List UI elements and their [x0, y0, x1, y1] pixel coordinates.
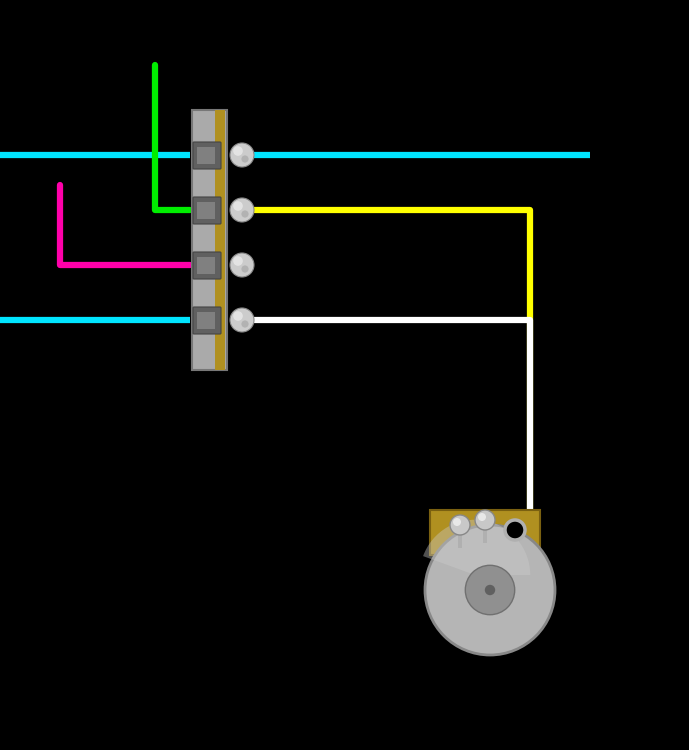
Circle shape [475, 510, 495, 530]
Bar [430, 510, 540, 555]
Circle shape [230, 308, 254, 332]
Bar [483, 528, 487, 543]
Bar [197, 147, 215, 164]
Bar [192, 110, 227, 370]
Circle shape [465, 566, 515, 615]
FancyBboxPatch shape [193, 252, 221, 279]
FancyBboxPatch shape [193, 307, 221, 334]
Circle shape [230, 253, 254, 277]
Bar [215, 110, 225, 370]
FancyBboxPatch shape [193, 142, 221, 169]
Circle shape [230, 143, 254, 167]
Circle shape [241, 211, 249, 218]
FancyBboxPatch shape [193, 197, 221, 224]
Circle shape [505, 520, 525, 540]
Circle shape [233, 311, 243, 321]
Bar [458, 533, 462, 548]
Circle shape [425, 525, 555, 655]
Bar [197, 312, 215, 329]
Circle shape [241, 155, 249, 163]
Circle shape [230, 198, 254, 222]
Circle shape [233, 201, 243, 211]
Circle shape [233, 256, 243, 265]
Circle shape [453, 518, 461, 526]
Bar [197, 202, 215, 219]
Circle shape [478, 513, 486, 521]
Circle shape [241, 266, 249, 272]
Wedge shape [423, 520, 531, 575]
Circle shape [485, 585, 495, 596]
Circle shape [450, 515, 470, 535]
Circle shape [241, 320, 249, 328]
Bar [197, 257, 215, 274]
Circle shape [233, 146, 243, 156]
